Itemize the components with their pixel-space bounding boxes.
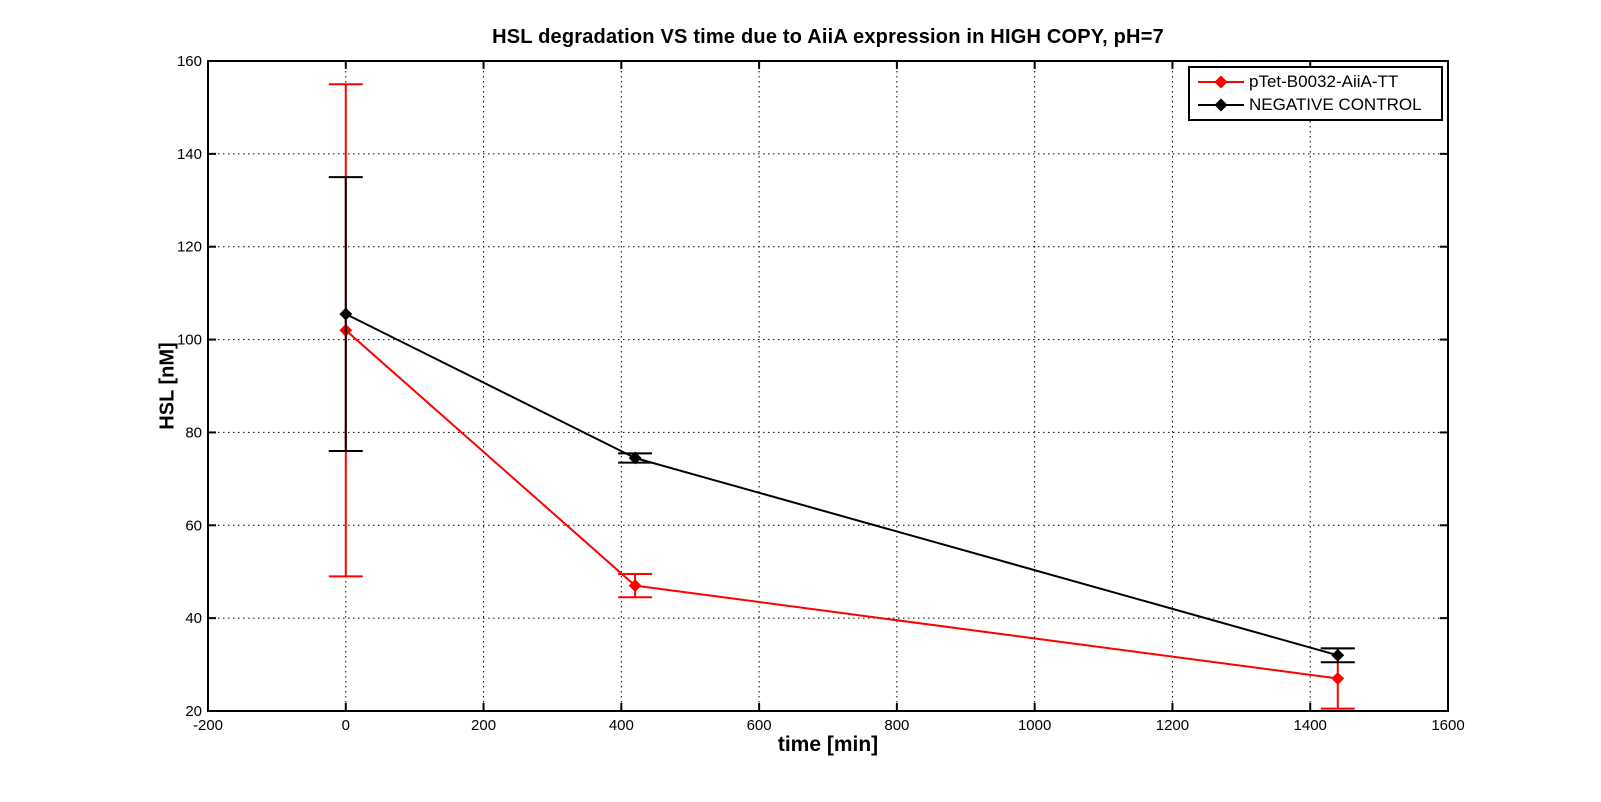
y-axis-label: HSL [nM] xyxy=(156,342,179,430)
svg-text:60: 60 xyxy=(185,517,202,534)
legend-line-sample-black xyxy=(1198,98,1244,112)
legend-line-sample-red xyxy=(1198,75,1244,89)
tick-marks xyxy=(207,60,1449,712)
legend-item-negative-control: NEGATIVE CONTROL xyxy=(1197,94,1435,117)
data-point-marker xyxy=(1331,648,1345,662)
svg-text:20: 20 xyxy=(185,703,202,720)
axes-box xyxy=(207,60,1449,712)
svg-text:1000: 1000 xyxy=(1018,717,1051,734)
svg-text:80: 80 xyxy=(185,424,202,441)
svg-text:100: 100 xyxy=(177,332,202,349)
data-point-marker xyxy=(628,579,642,593)
legend-marker-diamond xyxy=(1214,75,1228,89)
legend-label: NEGATIVE CONTROL xyxy=(1249,94,1422,114)
svg-text:140: 140 xyxy=(177,146,202,163)
svg-text:600: 600 xyxy=(747,717,772,734)
x-axis-label: time [min] xyxy=(777,733,879,756)
x-tick-labels: -200 0 200 400 600 800 1000 1200 1400 1600 xyxy=(193,717,1465,734)
svg-text:40: 40 xyxy=(185,610,202,627)
series-line xyxy=(345,313,1339,657)
svg-text:-200: -200 xyxy=(193,717,223,734)
legend-label: pTet-B0032-AiiA-TT xyxy=(1249,72,1399,92)
grid-lines xyxy=(208,61,1448,711)
svg-text:200: 200 xyxy=(471,717,496,734)
legend-marker-diamond xyxy=(1214,98,1228,112)
svg-text:1400: 1400 xyxy=(1294,717,1327,734)
legend-item-ptet-b0032-aiia-tt: pTet-B0032-AiiA-TT xyxy=(1197,71,1435,94)
y-tick-labels: 20 40 60 80 100 120 140 160 xyxy=(177,53,202,720)
series-negative-control xyxy=(328,176,1355,664)
svg-text:120: 120 xyxy=(177,239,202,256)
data-point-marker xyxy=(1331,672,1345,685)
svg-text:400: 400 xyxy=(609,717,634,734)
series-line xyxy=(345,329,1338,680)
svg-text:160: 160 xyxy=(177,53,202,70)
chart-title: HSL degradation VS time due to AiiA expr… xyxy=(492,26,1164,48)
data-point-marker xyxy=(628,451,642,465)
series-ptet-b0032-aiia-tt xyxy=(328,83,1355,710)
svg-text:800: 800 xyxy=(884,717,909,734)
svg-text:0: 0 xyxy=(342,717,350,734)
legend: pTet-B0032-AiiA-TT NEGATIVE CONTROL xyxy=(1188,66,1443,121)
svg-text:1200: 1200 xyxy=(1156,717,1189,734)
svg-text:1600: 1600 xyxy=(1431,717,1464,734)
data-point-marker xyxy=(339,307,353,321)
